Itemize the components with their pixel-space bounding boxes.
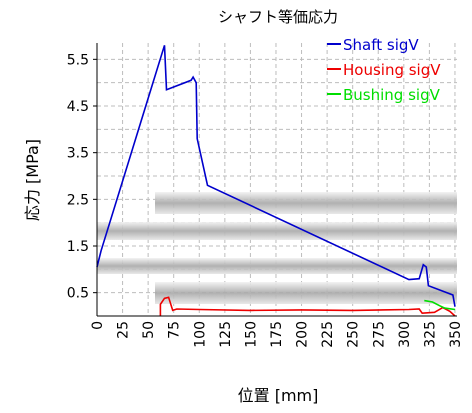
series-line-2 [159,296,456,317]
series-line-3 [424,299,456,311]
x-tick-label: 75 [167,321,183,339]
y-tick-label: 1.5 [67,239,89,255]
x-tick-label: 100 [192,321,208,348]
x-tick-label: 350 [448,321,464,348]
series-line-1 [96,45,456,307]
y-tick-label: 2.5 [67,192,89,208]
shaft-silhouette [97,192,457,304]
x-tick-label: 175 [269,321,285,348]
series-layer [96,45,456,317]
x-tick-label: 150 [243,321,259,348]
y-tick-label: 5.5 [67,52,89,68]
x-tick-label: 325 [422,321,438,348]
y-tick-labels: 0.5 1.5 2.5 3.5 4.5 5.5 [67,52,97,302]
y-tick-label: 0.5 [67,286,89,302]
x-tick-label: 200 [295,321,311,348]
chart-title: シャフト等価応力 [218,8,338,26]
x-tick-label: 250 [346,321,362,348]
x-tick-label: 125 [218,321,234,348]
y-tick-label: 4.5 [67,99,89,115]
x-tick-label: 25 [116,321,132,339]
x-axis-label: 位置 [mm] [238,386,319,405]
legend: Shaft sigV Housing sigV Bushing sigV [327,36,441,104]
legend-label: Bushing sigV [343,86,441,104]
legend-label: Shaft sigV [343,36,419,54]
x-tick-label: 0 [90,321,106,330]
y-tick-label: 3.5 [67,146,89,162]
x-tick-labels: 0 25 50 75 100 125 150 175 200 225 250 275 300 325 350 [90,321,464,348]
x-tick-label: 275 [371,321,387,348]
y-axis-label: 応力 [MPa] [23,139,42,221]
grid [96,43,457,316]
x-tick-label: 225 [320,321,336,348]
legend-label: Housing sigV [343,61,441,79]
x-tick-label: 300 [397,321,413,348]
x-tick-label: 50 [141,321,157,339]
axes [96,43,457,317]
